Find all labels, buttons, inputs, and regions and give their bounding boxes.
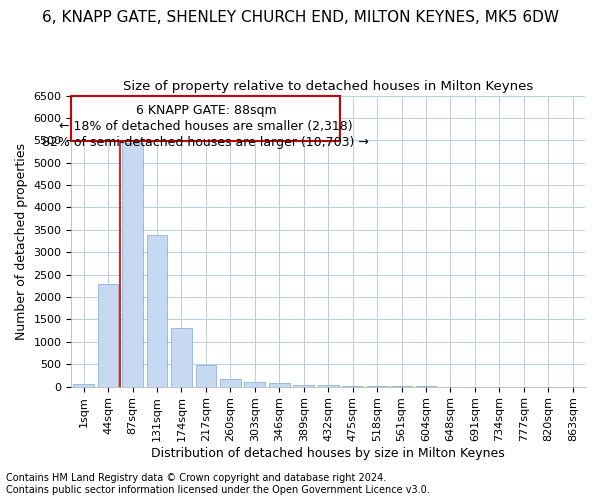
Bar bbox=[244, 382, 265, 386]
Bar bbox=[122, 142, 143, 386]
Title: Size of property relative to detached houses in Milton Keynes: Size of property relative to detached ho… bbox=[123, 80, 533, 93]
X-axis label: Distribution of detached houses by size in Milton Keynes: Distribution of detached houses by size … bbox=[151, 447, 505, 460]
Bar bbox=[98, 284, 118, 387]
Bar bbox=[171, 328, 192, 386]
Text: 82% of semi-detached houses are larger (10,703) →: 82% of semi-detached houses are larger (… bbox=[43, 136, 370, 149]
Bar bbox=[269, 384, 290, 386]
Text: Contains HM Land Registry data © Crown copyright and database right 2024.
Contai: Contains HM Land Registry data © Crown c… bbox=[6, 474, 430, 495]
Bar bbox=[146, 235, 167, 386]
Bar bbox=[220, 379, 241, 386]
Bar bbox=[293, 385, 314, 386]
Text: 6, KNAPP GATE, SHENLEY CHURCH END, MILTON KEYNES, MK5 6DW: 6, KNAPP GATE, SHENLEY CHURCH END, MILTO… bbox=[41, 10, 559, 25]
Text: 6 KNAPP GATE: 88sqm: 6 KNAPP GATE: 88sqm bbox=[136, 104, 276, 117]
Text: ← 18% of detached houses are smaller (2,318): ← 18% of detached houses are smaller (2,… bbox=[59, 120, 353, 132]
Y-axis label: Number of detached properties: Number of detached properties bbox=[15, 142, 28, 340]
Bar bbox=[196, 365, 217, 386]
Bar bbox=[73, 384, 94, 386]
Bar bbox=[71, 96, 340, 141]
